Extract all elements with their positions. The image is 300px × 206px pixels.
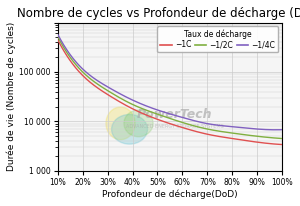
Ellipse shape [112, 115, 148, 144]
Ellipse shape [106, 107, 135, 140]
Title: Nombre de cycles vs Profondeur de décharge (DoD): Nombre de cycles vs Profondeur de déchar… [16, 7, 300, 20]
Text: PowerTech: PowerTech [137, 108, 212, 121]
Legend: −1C, −1/2C, −1/4C: −1C, −1/2C, −1/4C [157, 26, 278, 53]
Ellipse shape [124, 110, 153, 137]
Text: ADVANCED ENERGY STORAGE SYSTEMS: ADVANCED ENERGY STORAGE SYSTEMS [126, 124, 223, 129]
Y-axis label: Durée de vie (Nombre de cycles): Durée de vie (Nombre de cycles) [7, 22, 16, 171]
X-axis label: Profondeur de décharge(DoD): Profondeur de décharge(DoD) [102, 190, 238, 199]
